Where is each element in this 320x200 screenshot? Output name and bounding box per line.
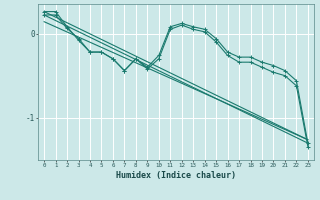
X-axis label: Humidex (Indice chaleur): Humidex (Indice chaleur) bbox=[116, 171, 236, 180]
